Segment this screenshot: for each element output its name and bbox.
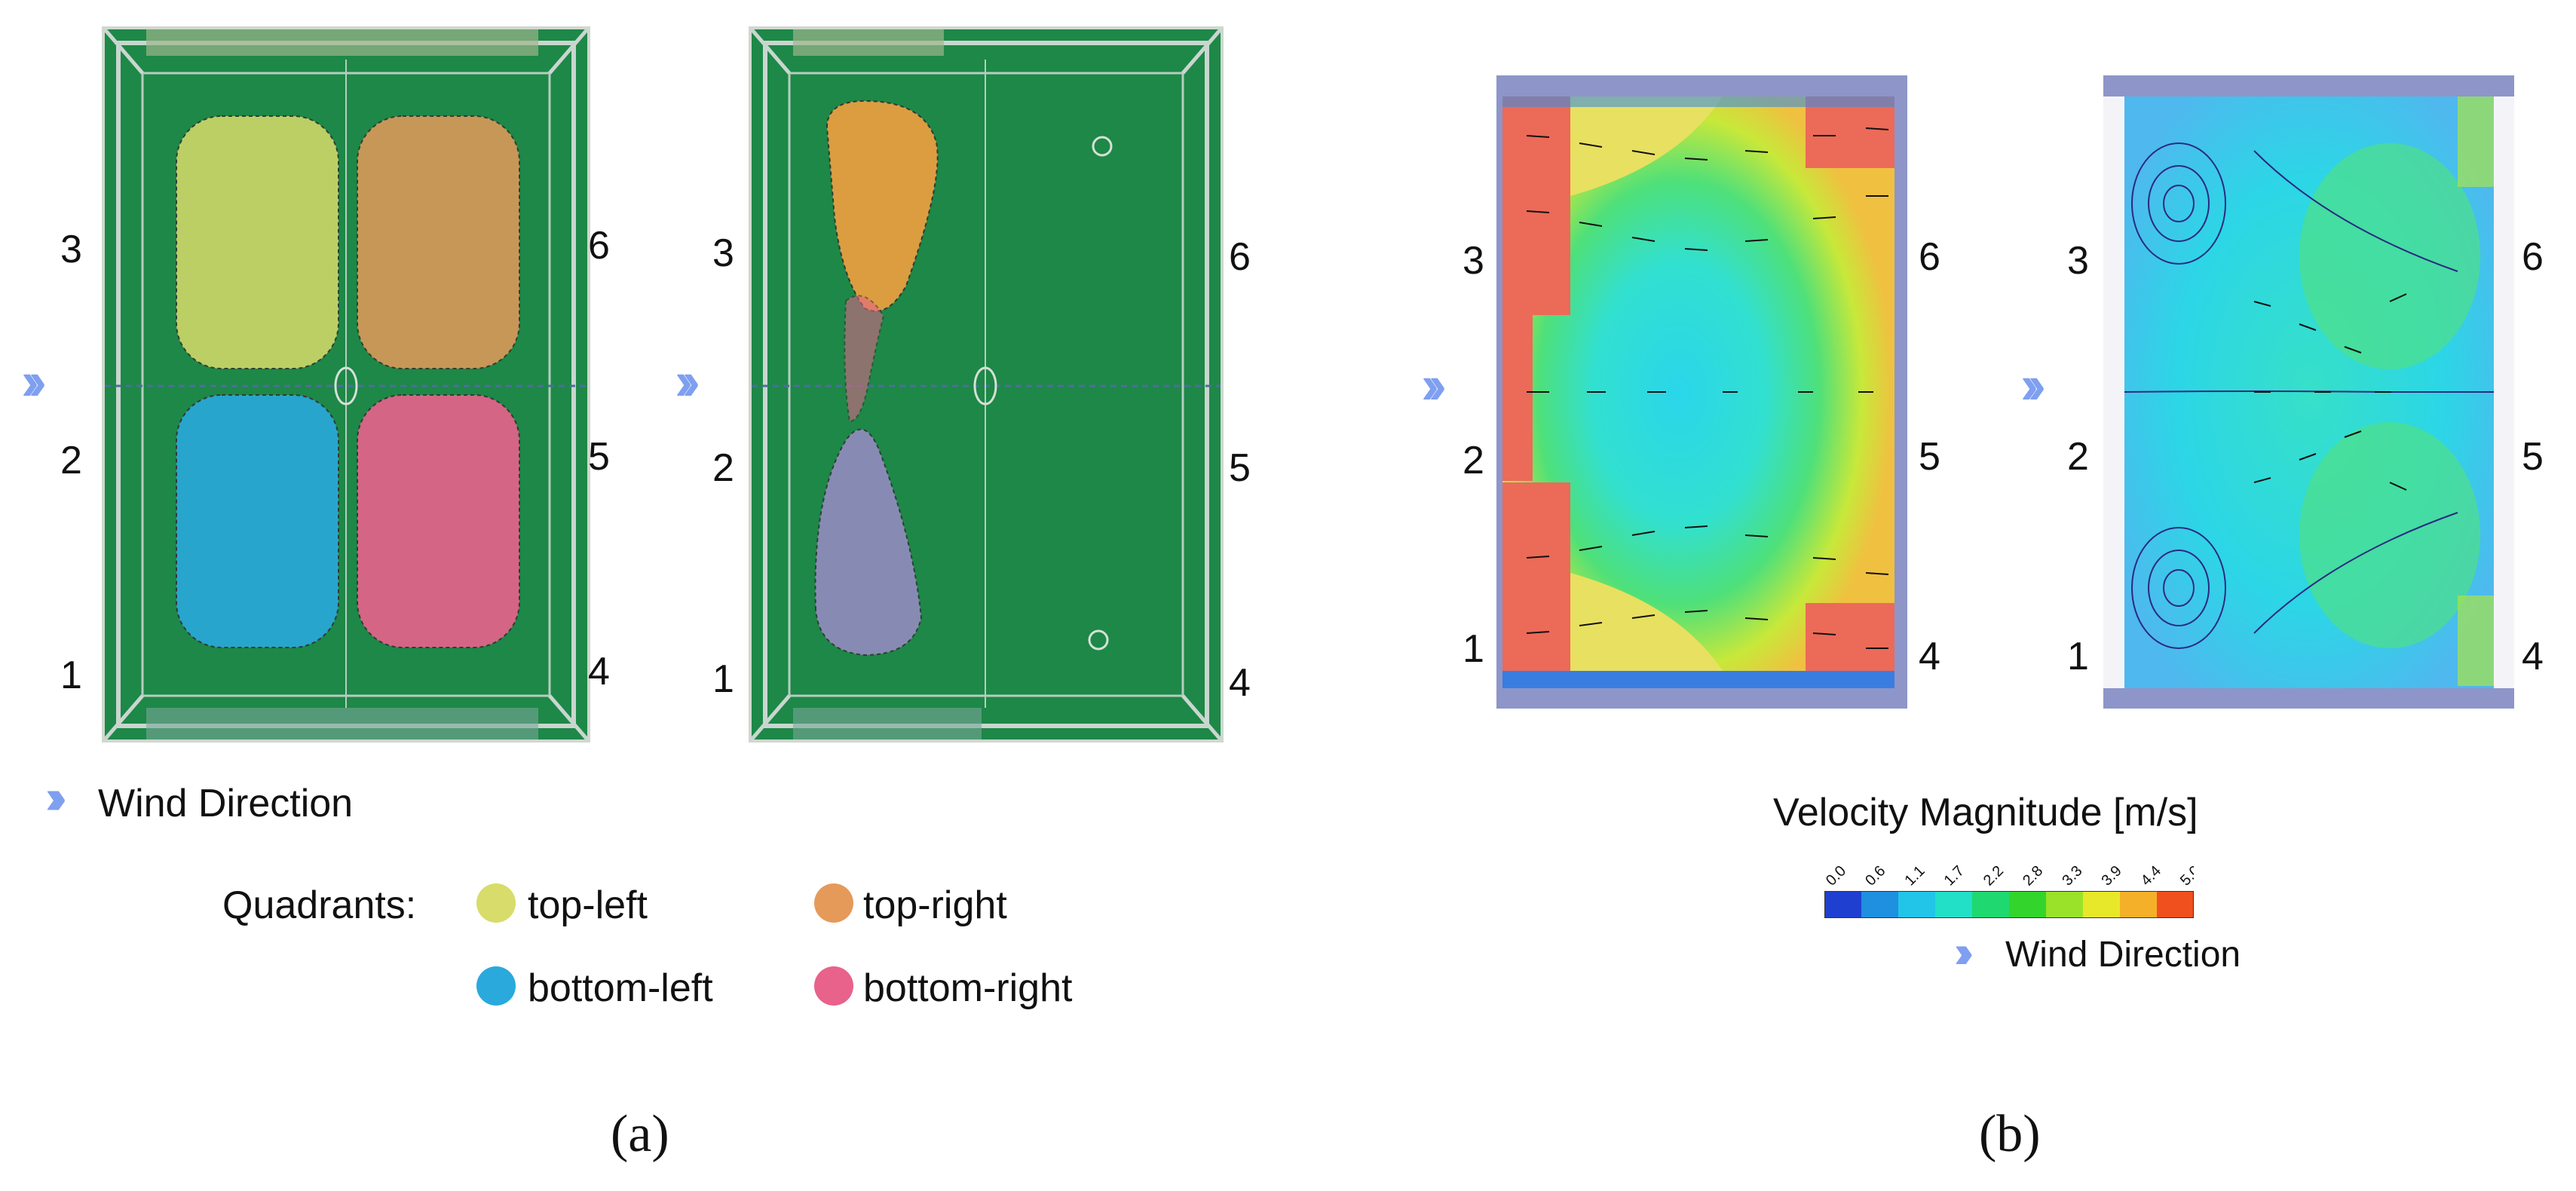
- port-label-4: 4: [1229, 661, 1251, 705]
- colorbar-segment: [1861, 891, 1899, 918]
- colorbar-segment: [2120, 891, 2158, 918]
- port-label-3: 3: [60, 228, 82, 271]
- legend-item-bottom-right: bottom-right: [863, 966, 1073, 1010]
- colorbar-tick-label: 5.0: [2177, 862, 2194, 889]
- cfd-velocity-drawing: [1496, 75, 1907, 709]
- port-label-4: 4: [1919, 635, 1940, 678]
- swatch-top-left: [476, 883, 516, 923]
- port-label-2: 2: [60, 439, 82, 482]
- cluster-top: [825, 100, 939, 312]
- quadrant-top-left: [176, 115, 339, 369]
- cfd-velocity-contour: [1496, 75, 1907, 709]
- legend-title: Quadrants:: [222, 883, 417, 927]
- cfd-streamline-drawing: [2103, 75, 2514, 709]
- photo-after-wind: [749, 26, 1224, 742]
- photo-quadrants-drawing: [105, 29, 587, 739]
- wind-chevron-icon: ››: [1954, 926, 1974, 977]
- colorbar-graphic: 0.0 0.6 1.1 1.7 2.2 2.8 3.3 3.9 4.4 5.0: [1823, 862, 2204, 918]
- port-label-5: 5: [1919, 435, 1940, 479]
- quadrant-bottom-left: [176, 394, 339, 648]
- colorbar-tick-label: 2.8: [2020, 862, 2046, 889]
- port-label-2: 2: [2067, 435, 2089, 479]
- quadrant-bottom-right: [357, 394, 520, 648]
- photo-quadrants: [102, 26, 590, 742]
- port-label-2: 2: [712, 446, 734, 490]
- cluster-bottom: [814, 428, 923, 657]
- cluster-middle: [844, 295, 885, 423]
- port-label-4: 4: [2522, 635, 2544, 678]
- colorbar-segment: [2157, 891, 2195, 918]
- port-label-1: 1: [60, 654, 82, 697]
- caption-a: (a): [611, 1105, 669, 1163]
- wind-direction-label: Wind Direction: [98, 782, 354, 825]
- port-label-3: 3: [1463, 239, 1484, 283]
- port-label-3: 3: [712, 231, 734, 275]
- wind-chevron-icon: ››: [2020, 355, 2046, 415]
- port-label-4: 4: [588, 650, 610, 693]
- colorbar-outline: [1824, 891, 2194, 918]
- wind-chevron-icon: ››: [45, 770, 66, 824]
- legend-item-bottom-left: bottom-left: [528, 966, 713, 1010]
- legend-item-top-right: top-right: [863, 883, 1007, 927]
- port-label-5: 5: [588, 435, 610, 479]
- colorbar-segment: [1824, 891, 1862, 918]
- swatch-top-right: [814, 883, 853, 923]
- cfd-streamlines: [2103, 75, 2514, 709]
- colorbar-segment: [2046, 891, 2084, 918]
- swatch-bottom-right: [814, 966, 853, 1006]
- colorbar-segment: [1935, 891, 1973, 918]
- colorbar-tick-label: 2.2: [1980, 862, 2007, 889]
- colorbar-tick-label: 4.4: [2138, 862, 2164, 889]
- legend-item-top-left: top-left: [528, 883, 648, 927]
- wind-chevron-icon: ››: [675, 351, 700, 412]
- colorbar-tick-label: 0.0: [1824, 862, 1849, 889]
- port-label-6: 6: [588, 224, 610, 268]
- colorbar-segment: [1972, 891, 2010, 918]
- colorbar-tick-label: 3.9: [2099, 862, 2125, 889]
- swatch-bottom-left: [476, 966, 516, 1006]
- photo-after-wind-drawing: [752, 29, 1221, 739]
- colorbar-tick-label: 1.7: [1941, 862, 1968, 889]
- port-label-6: 6: [1229, 235, 1251, 279]
- quadrant-top-right: [357, 115, 520, 369]
- port-label-6: 6: [1919, 235, 1940, 279]
- port-label-1: 1: [2067, 635, 2089, 678]
- port-label-1: 1: [712, 657, 734, 701]
- port-label-1: 1: [1463, 627, 1484, 671]
- colorbar: 0.0 0.6 1.1 1.7 2.2 2.8 3.3 3.9 4.4 5.0: [1823, 844, 2204, 920]
- port-label-5: 5: [1229, 446, 1251, 490]
- wind-direction-label: Wind Direction: [2005, 935, 2241, 975]
- colorbar-title: Velocity Magnitude [m/s]: [1773, 791, 2198, 834]
- wind-chevron-icon: ››: [1421, 355, 1447, 415]
- port-label-2: 2: [1463, 439, 1484, 482]
- colorbar-tick-label: 0.6: [1862, 862, 1888, 889]
- colorbar-tick-label: 1.1: [1901, 862, 1928, 889]
- port-label-6: 6: [2522, 235, 2544, 279]
- colorbar-segment: [1898, 891, 1936, 918]
- port-label-5: 5: [2522, 435, 2544, 479]
- colorbar-segment: [2009, 891, 2047, 918]
- port-label-3: 3: [2067, 239, 2089, 283]
- colorbar-tick-label: 3.3: [2059, 862, 2085, 889]
- wind-chevron-icon: ››: [21, 351, 47, 412]
- caption-b: (b): [1979, 1105, 2041, 1163]
- colorbar-segment: [2083, 891, 2121, 918]
